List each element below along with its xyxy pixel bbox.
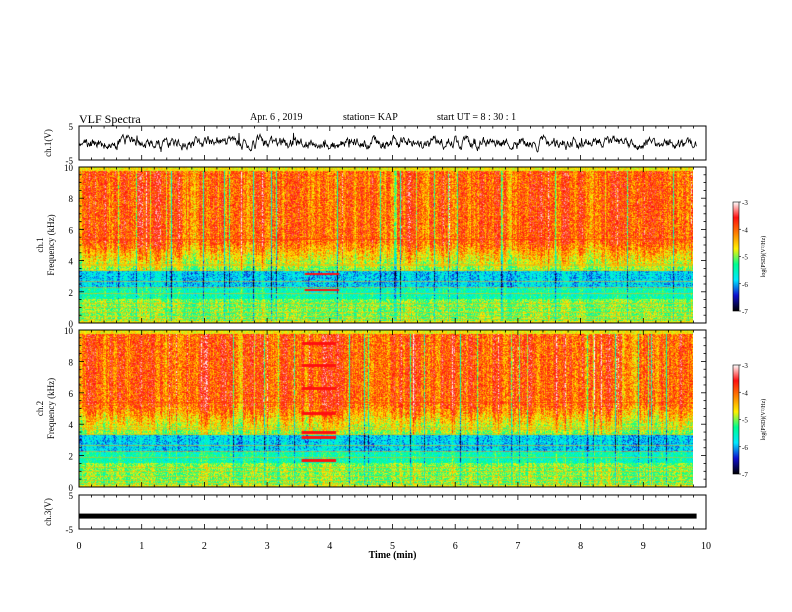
date-label: Apr. 6 , 2019 bbox=[250, 112, 303, 123]
ch2-spectrogram-image bbox=[79, 330, 693, 487]
ch1-spectrogram-ytick-label: 4 bbox=[69, 257, 74, 267]
x-tick-label: 1 bbox=[139, 541, 144, 552]
ch3-waveform-line bbox=[79, 513, 697, 519]
ch1-spectrogram-colorbar-label: log(PSD)(V²/Hz) bbox=[760, 236, 767, 277]
x-tick-label: 8 bbox=[578, 541, 583, 552]
ch1-spectrogram-ytick-label: 2 bbox=[69, 288, 74, 298]
ch2-spectrogram-ytick-label: 2 bbox=[69, 452, 74, 462]
ch1-waveform-ytick-label: 5 bbox=[69, 122, 74, 132]
ch2-spectrogram-ytick-label: 10 bbox=[64, 326, 74, 336]
waveform-layer bbox=[78, 132, 697, 519]
chart-title: VLF Spectra bbox=[79, 112, 141, 126]
ch1-spectrogram-colorbar bbox=[732, 201, 740, 312]
x-tick-label: 5 bbox=[390, 541, 395, 552]
x-tick-label: 7 bbox=[515, 541, 520, 552]
ch1-spectrogram-colorbar-tick-label: -5 bbox=[742, 254, 748, 262]
ch1-spectrogram-ylabel: Frequency (kHz) bbox=[46, 214, 56, 275]
ch1-waveform-ylabel: ch.1(V) bbox=[43, 129, 53, 157]
station-label: station= KAP bbox=[343, 112, 398, 123]
x-tick-label: 0 bbox=[77, 541, 82, 552]
ch2-spectrogram-colorbar-tick-label: -7 bbox=[742, 471, 748, 479]
ch3-waveform-frame bbox=[78, 494, 707, 530]
ch2-spectrogram-colorbar-tick-label: -5 bbox=[742, 417, 748, 425]
ch1-spectrogram-image bbox=[79, 167, 693, 323]
ch2-spectrogram-colorbar bbox=[732, 364, 740, 475]
start-ut-label: start UT = 8 : 30 : 1 bbox=[437, 112, 517, 123]
ch2-spectrogram-colorbar-tick-label: -4 bbox=[742, 389, 748, 397]
ch1-spectrogram-ytick-label: 6 bbox=[69, 225, 74, 235]
ch1-spectrogram-ytick-label: 0 bbox=[69, 319, 74, 329]
ch2-spectrogram-ylabel: Frequency (kHz) bbox=[46, 378, 56, 439]
x-tick-label: 9 bbox=[641, 541, 646, 552]
ch2-spectrogram-colorbar-tick-label: -3 bbox=[742, 362, 748, 370]
spectrogram-layer bbox=[79, 167, 693, 487]
ch1-spectrogram-colorbar-tick-label: -3 bbox=[742, 199, 748, 207]
ch1-spectrogram-colorbar-tick-label: -7 bbox=[742, 308, 748, 316]
ch2-spectrogram-ytick-label: 4 bbox=[69, 420, 74, 430]
ch2-spectrogram-ytick-label: 0 bbox=[69, 483, 74, 493]
ch1-spectrogram-ytick-label: 8 bbox=[69, 194, 74, 204]
ch1-spectrogram-colorbar-tick-label: -6 bbox=[742, 281, 748, 289]
ch3-waveform-ytick-label: -5 bbox=[66, 525, 74, 535]
x-axis-label: Time (min) bbox=[369, 550, 417, 561]
x-tick-label: 10 bbox=[701, 541, 711, 552]
ch3-waveform-ytick-label: 5 bbox=[69, 491, 74, 501]
x-tick-label: 4 bbox=[327, 541, 332, 552]
ch1-spectrogram-channel-label: ch.1 bbox=[35, 237, 45, 252]
ch2-spectrogram-ytick-label: 8 bbox=[69, 357, 74, 367]
x-tick-label: 6 bbox=[453, 541, 458, 552]
ch1-waveform-line bbox=[78, 132, 697, 153]
ch1-spectrogram-colorbar-tick-label: -4 bbox=[742, 226, 748, 234]
ch1-spectrogram-ytick-label: 10 bbox=[64, 163, 74, 173]
x-tick-label: 3 bbox=[265, 541, 270, 552]
ch3-waveform-ylabel: ch.3(V) bbox=[43, 498, 53, 526]
ch2-spectrogram-ytick-label: 6 bbox=[69, 389, 74, 399]
ch2-spectrogram-colorbar-tick-label: -6 bbox=[742, 444, 748, 452]
ch1-waveform-ytick-label: -5 bbox=[66, 156, 74, 166]
ch2-spectrogram-channel-label: ch.2 bbox=[35, 401, 45, 416]
ch2-spectrogram-colorbar-label: log(PSD)(V²/Hz) bbox=[760, 399, 767, 440]
x-tick-label: 2 bbox=[202, 541, 207, 552]
